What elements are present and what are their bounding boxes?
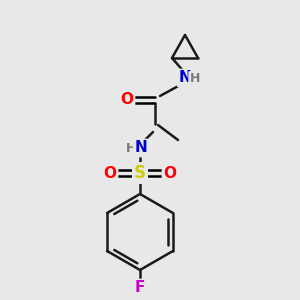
Text: H: H — [190, 73, 200, 85]
Text: S: S — [134, 164, 146, 182]
Text: N: N — [178, 70, 191, 86]
Text: F: F — [135, 280, 145, 296]
Text: N: N — [135, 140, 147, 155]
Text: O: O — [164, 166, 176, 181]
Text: H: H — [126, 142, 136, 154]
Text: O: O — [103, 166, 116, 181]
Text: O: O — [121, 92, 134, 107]
